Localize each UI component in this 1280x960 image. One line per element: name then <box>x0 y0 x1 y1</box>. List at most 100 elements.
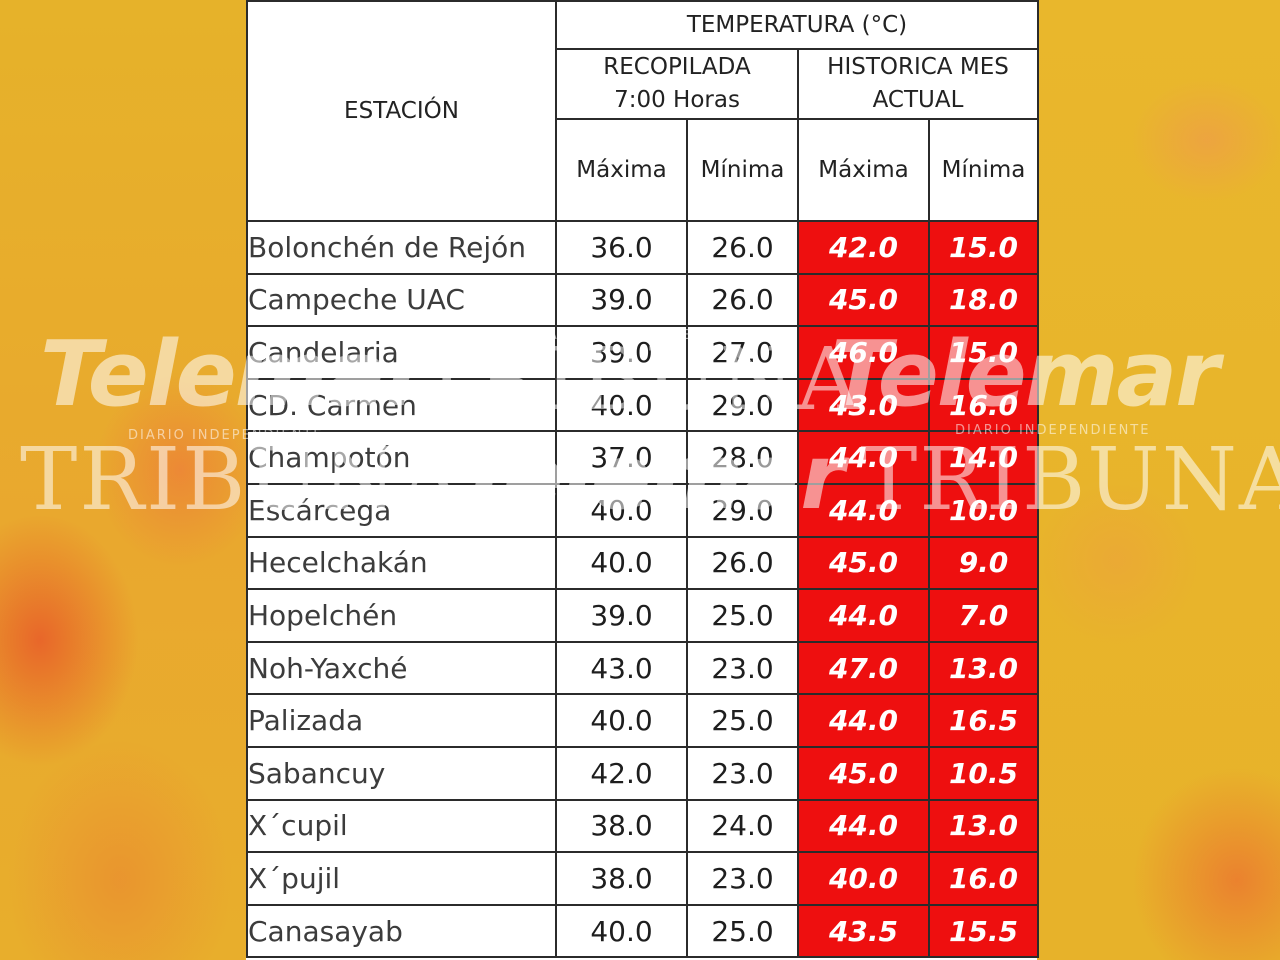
historic-min-cell: 14.0 <box>928 430 1039 485</box>
recorded-max-cell: 40.0 <box>555 693 688 748</box>
table-row: Sabancuy 42.0 23.0 45.0 10.5 <box>246 745 1039 801</box>
historic-min-cell: 9.0 <box>928 535 1039 591</box>
table-row: Champotón 37.0 28.0 44.0 14.0 <box>246 430 1039 485</box>
station-cell: X´cupil <box>246 798 557 854</box>
historic-max-cell: 44.0 <box>797 798 930 854</box>
historic-min-cell: 7.0 <box>928 588 1039 643</box>
historic-min-cell: 15.0 <box>928 220 1039 275</box>
station-cell: Palizada <box>246 693 557 748</box>
historic-max-cell: 44.0 <box>797 693 930 748</box>
historic-header: HISTORICA MES ACTUAL <box>797 48 1039 120</box>
table-row: CD. Carmen 40.0 29.0 43.0 16.0 <box>246 377 1039 433</box>
recorded-min-cell: 24.0 <box>686 798 799 854</box>
recorded-max-cell: 40.0 <box>555 535 688 591</box>
table-row: Campeche UAC 39.0 26.0 45.0 18.0 <box>246 272 1039 328</box>
temperature-header: TEMPERATURA (°C) <box>555 0 1039 50</box>
temperature-rows: Bolonchén de Rejón 36.0 26.0 42.0 15.0 C… <box>246 220 1039 959</box>
recorded-min-cell: 26.0 <box>686 272 799 328</box>
historic-max-header: Máxima <box>797 118 930 222</box>
recorded-max-cell: 39.0 <box>555 325 688 380</box>
recorded-header: RECOPILADA 7:00 Horas <box>555 48 799 120</box>
historic-max-cell: 44.0 <box>797 588 930 643</box>
station-cell: Campeche UAC <box>246 272 557 328</box>
historic-min-cell: 18.0 <box>928 272 1039 328</box>
historic-min-cell: 13.0 <box>928 640 1039 696</box>
station-cell: Hopelchén <box>246 588 557 643</box>
temperature-table: ESTACIÓN TEMPERATURA (°C) RECOPILADA 7:0… <box>246 0 1039 959</box>
historic-min-cell: 15.0 <box>928 325 1039 380</box>
historic-min-cell: 10.0 <box>928 482 1039 538</box>
historic-min-cell: 15.5 <box>928 903 1039 959</box>
recorded-min-cell: 28.0 <box>686 430 799 485</box>
recorded-max-cell: 42.0 <box>555 745 688 801</box>
table-row: Palizada 40.0 25.0 44.0 16.5 <box>246 693 1039 748</box>
station-cell: Escárcega <box>246 482 557 538</box>
table-row: X´pujil 38.0 23.0 40.0 16.0 <box>246 851 1039 906</box>
recorded-min-cell: 26.0 <box>686 535 799 591</box>
recorded-header-line2: 7:00 Horas <box>614 87 740 113</box>
table-row: Bolonchén de Rejón 36.0 26.0 42.0 15.0 <box>246 220 1039 275</box>
station-cell: Candelaria <box>246 325 557 380</box>
recorded-max-cell: 38.0 <box>555 851 688 906</box>
historic-max-cell: 43.5 <box>797 903 930 959</box>
station-cell: CD. Carmen <box>246 377 557 433</box>
recorded-min-cell: 23.0 <box>686 640 799 696</box>
recorded-max-cell: 38.0 <box>555 798 688 854</box>
table-row: Hecelchakán 40.0 26.0 45.0 9.0 <box>246 535 1039 591</box>
recorded-max-cell: 36.0 <box>555 220 688 275</box>
recorded-min-cell: 23.0 <box>686 851 799 906</box>
recorded-max-cell: 40.0 <box>555 377 688 433</box>
table-row: Canasayab 40.0 25.0 43.5 15.5 <box>246 903 1039 959</box>
historic-min-cell: 16.0 <box>928 851 1039 906</box>
historic-max-cell: 40.0 <box>797 851 930 906</box>
station-column-header: ESTACIÓN <box>246 0 557 222</box>
temperature-sheet: ESTACIÓN TEMPERATURA (°C) RECOPILADA 7:0… <box>246 0 1039 960</box>
historic-max-cell: 43.0 <box>797 377 930 433</box>
historic-min-header: Mínima <box>928 118 1039 222</box>
historic-max-cell: 44.0 <box>797 430 930 485</box>
recorded-header-line1: RECOPILADA <box>603 54 751 80</box>
historic-max-cell: 45.0 <box>797 272 930 328</box>
historic-header-line2: ACTUAL <box>872 87 964 113</box>
station-cell: Bolonchén de Rejón <box>246 220 557 275</box>
recorded-min-cell: 25.0 <box>686 588 799 643</box>
table-row: Candelaria 39.0 27.0 46.0 15.0 <box>246 325 1039 380</box>
recorded-min-cell: 25.0 <box>686 903 799 959</box>
recorded-max-cell: 40.0 <box>555 482 688 538</box>
table-row: Escárcega 40.0 29.0 44.0 10.0 <box>246 482 1039 538</box>
recorded-max-cell: 40.0 <box>555 903 688 959</box>
table-row: Hopelchén 39.0 25.0 44.0 7.0 <box>246 588 1039 643</box>
recorded-min-header: Mínima <box>686 118 799 222</box>
historic-max-cell: 47.0 <box>797 640 930 696</box>
historic-header-line1: HISTORICA MES <box>827 54 1009 80</box>
historic-max-cell: 45.0 <box>797 745 930 801</box>
table-row: X´cupil 38.0 24.0 44.0 13.0 <box>246 798 1039 854</box>
historic-min-cell: 16.0 <box>928 377 1039 433</box>
station-cell: Hecelchakán <box>246 535 557 591</box>
recorded-min-cell: 29.0 <box>686 482 799 538</box>
historic-min-cell: 16.5 <box>928 693 1039 748</box>
recorded-max-cell: 39.0 <box>555 588 688 643</box>
station-cell: Canasayab <box>246 903 557 959</box>
station-cell: Noh-Yaxché <box>246 640 557 696</box>
historic-max-cell: 45.0 <box>797 535 930 591</box>
station-cell: Champotón <box>246 430 557 485</box>
recorded-min-cell: 25.0 <box>686 693 799 748</box>
station-cell: Sabancuy <box>246 745 557 801</box>
historic-max-cell: 46.0 <box>797 325 930 380</box>
recorded-max-cell: 37.0 <box>555 430 688 485</box>
recorded-min-cell: 29.0 <box>686 377 799 433</box>
station-cell: X´pujil <box>246 851 557 906</box>
table-row: Noh-Yaxché 43.0 23.0 47.0 13.0 <box>246 640 1039 696</box>
recorded-max-header: Máxima <box>555 118 688 222</box>
recorded-min-cell: 26.0 <box>686 220 799 275</box>
recorded-min-cell: 27.0 <box>686 325 799 380</box>
recorded-min-cell: 23.0 <box>686 745 799 801</box>
recorded-max-cell: 43.0 <box>555 640 688 696</box>
historic-max-cell: 42.0 <box>797 220 930 275</box>
historic-min-cell: 13.0 <box>928 798 1039 854</box>
background-right <box>1037 0 1280 960</box>
historic-max-cell: 44.0 <box>797 482 930 538</box>
historic-min-cell: 10.5 <box>928 745 1039 801</box>
recorded-max-cell: 39.0 <box>555 272 688 328</box>
